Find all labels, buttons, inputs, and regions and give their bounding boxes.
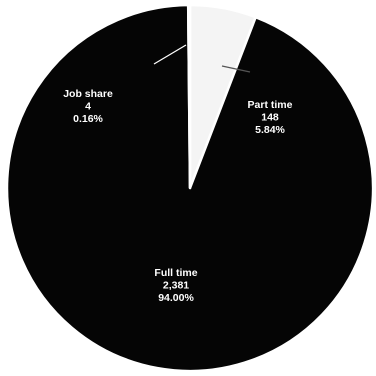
leader-line-part-time (221, 65, 251, 73)
slice-label-percent: 0.16% (73, 113, 103, 125)
slice-label-value: 148 (261, 112, 279, 124)
slice-label-job-share: Job share 4 0.16% (63, 88, 113, 125)
slice-label-value: 4 (85, 101, 91, 113)
slice-label-percent: 5.84% (255, 124, 285, 136)
leader-lines (153, 44, 251, 73)
slice-label-part-time: Part time 148 5.84% (248, 99, 293, 136)
slice-label-full-time: Full time 2,381 94.00% (154, 267, 197, 304)
leader-line-job-share (153, 44, 187, 65)
slice-label-percent: 94.00% (158, 292, 194, 304)
pie-slice-job-share (186, 3, 192, 190)
slice-label-name: Job share (63, 88, 113, 100)
slice-label-name: Full time (154, 267, 197, 279)
pie-slices (5, 3, 375, 373)
pie-labels: Part time 148 5.84% Full time 2,381 94.00% Job… (63, 88, 292, 304)
slice-label-value: 2,381 (163, 280, 189, 292)
slice-label-name: Part time (248, 99, 293, 111)
